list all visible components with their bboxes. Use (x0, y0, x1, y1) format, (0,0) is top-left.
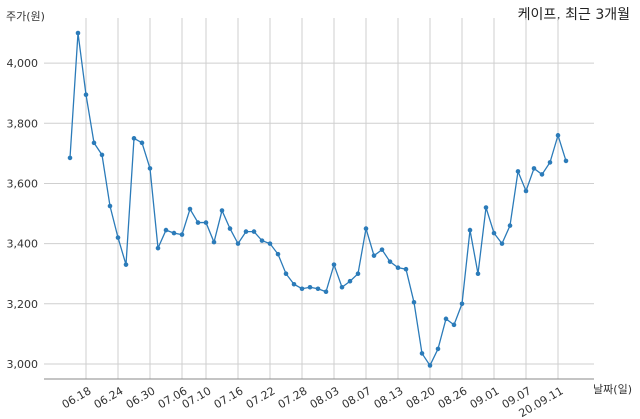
data-point (531, 166, 537, 171)
x-tick-label: 08.03 (308, 384, 342, 411)
data-point (563, 158, 569, 164)
x-tick-label: 07.28 (276, 384, 310, 411)
data-point (179, 232, 185, 237)
data-point (107, 203, 113, 209)
tick-labels: 3,000 3,200 3,400 3,600 3,800 4,000 06.1806.24… (7, 57, 566, 419)
grid-lines (44, 18, 594, 379)
x-tick-label: 06.18 (60, 384, 94, 411)
data-point (339, 284, 345, 290)
data-point (147, 166, 153, 171)
data-point (235, 241, 241, 246)
data-point (299, 286, 305, 292)
data-point (451, 322, 457, 328)
y-tick-label: 3,400 (7, 238, 39, 251)
data-point (307, 284, 313, 290)
data-point (539, 172, 545, 177)
data-point (555, 133, 561, 138)
data-point (467, 227, 473, 233)
data-point (291, 281, 297, 287)
data-point (115, 235, 121, 240)
data-point (315, 286, 321, 292)
data-point (219, 208, 225, 213)
data-point (547, 160, 553, 165)
data-point (251, 229, 257, 234)
data-point (91, 140, 97, 146)
data-point (187, 206, 193, 212)
data-point (355, 271, 361, 277)
data-point (283, 271, 289, 277)
data-point (515, 169, 521, 174)
x-tick-label: 06.24 (92, 384, 126, 411)
y-axis-label: 주가(원) (6, 10, 45, 23)
data-point (259, 238, 265, 243)
data-point (443, 316, 449, 322)
data-point (483, 205, 489, 210)
data-point (459, 301, 465, 307)
x-tick-label: 08.07 (340, 384, 374, 411)
data-point (171, 230, 177, 236)
data-point (163, 227, 169, 233)
data-point (419, 351, 425, 356)
data-point (75, 30, 81, 36)
data-point (203, 220, 209, 225)
data-point (227, 226, 233, 231)
data-point (379, 247, 385, 252)
data-point (267, 241, 273, 246)
series-line (69, 32, 567, 367)
data-point (523, 188, 529, 194)
data-point (131, 136, 137, 141)
data-point (403, 266, 409, 272)
data-point (427, 363, 433, 368)
x-tick-label: 08.13 (372, 384, 406, 411)
data-point (435, 346, 441, 352)
x-tick-label: 08.20 (404, 384, 438, 411)
data-point (331, 262, 337, 267)
data-point (507, 223, 513, 228)
x-tick-label: 09.01 (468, 384, 502, 411)
data-point (243, 229, 249, 234)
data-point (155, 245, 161, 251)
y-tick-label: 4,000 (7, 57, 39, 70)
x-axis-label: 날짜(일) (593, 383, 632, 396)
data-point (395, 265, 401, 270)
data-point (363, 226, 369, 231)
data-point (211, 239, 217, 245)
data-point (323, 289, 329, 295)
x-tick-label: 07.22 (244, 384, 278, 411)
data-point (371, 253, 377, 258)
data-point (347, 278, 353, 284)
x-tick-label: 06.30 (124, 384, 158, 411)
data-point (475, 271, 481, 277)
data-point (139, 140, 145, 146)
data-point (387, 259, 393, 264)
data-point (499, 241, 505, 246)
x-tick-label: 08.26 (436, 384, 470, 411)
x-tick-label: 07.16 (212, 384, 246, 411)
y-tick-label: 3,200 (7, 298, 39, 311)
y-tick-label: 3,800 (7, 117, 39, 130)
series-group (67, 30, 569, 368)
chart-title: 케이프, 최근 3개월 (517, 7, 630, 23)
data-point (491, 230, 497, 236)
data-point (411, 299, 417, 305)
data-point (195, 220, 201, 225)
y-tick-label: 3,600 (7, 177, 39, 190)
data-point (99, 152, 105, 158)
y-tick-label: 3,000 (7, 358, 39, 371)
data-point (275, 251, 281, 257)
data-point (83, 92, 89, 98)
data-point (67, 155, 73, 161)
data-point (123, 262, 129, 267)
